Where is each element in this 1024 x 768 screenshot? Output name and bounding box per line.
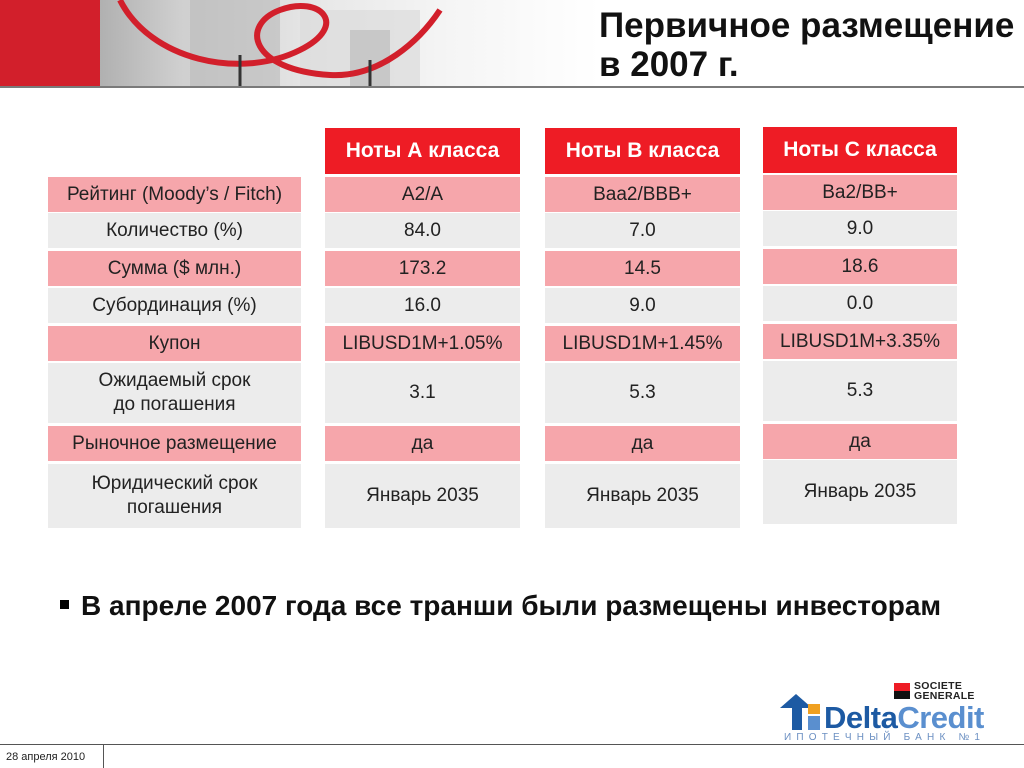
table-cell: Ba2/BB+ [763, 175, 957, 210]
societe-generale-logo: SOCIETE GENERALE [894, 681, 975, 701]
table-cell: 7.0 [545, 213, 740, 248]
page-title: Первичное размещение в 2007 г. [599, 6, 1015, 84]
header-photo-graphic [117, 0, 443, 86]
row-label: Рыночное размещение [48, 426, 301, 461]
table-cell: LIBUSD1M+3.35% [763, 324, 957, 359]
deltacredit-logo: DeltaCredit ИПОТЕЧНЫЙ БАНК №1 [778, 688, 1008, 744]
footer-date: 28 апреля 2010 [6, 751, 86, 763]
table-cell: 173.2 [325, 251, 520, 286]
row-label: Купон [48, 326, 301, 361]
table-cell: Январь 2035 [763, 460, 957, 524]
table-cell: 9.0 [545, 288, 740, 323]
table-cell: Январь 2035 [325, 464, 520, 528]
row-label: Субординация (%) [48, 288, 301, 323]
sg-square-icon [894, 683, 910, 699]
footer-divider [0, 744, 1024, 745]
table-cell: 0.0 [763, 286, 957, 321]
row-label: Юридический срок погашения [48, 464, 301, 528]
table-cell: 5.3 [763, 361, 957, 421]
header-red-block [0, 0, 100, 86]
table-cell: LIBUSD1M+1.05% [325, 326, 520, 361]
table-cell: да [545, 426, 740, 461]
table-cell: 14.5 [545, 251, 740, 286]
table-cell: 84.0 [325, 213, 520, 248]
footer-separator [103, 744, 104, 768]
column-header: Ноты В класса [545, 128, 740, 174]
row-label: Сумма ($ млн.) [48, 251, 301, 286]
table-cell: LIBUSD1M+1.45% [545, 326, 740, 361]
house-icon [780, 694, 820, 730]
table-cell: да [325, 426, 520, 461]
table-cell: A2/A [325, 177, 520, 212]
table-cell: 18.6 [763, 249, 957, 284]
row-label: Ожидаемый срок до погашения [48, 363, 301, 423]
table-cell: 16.0 [325, 288, 520, 323]
table-cell: 9.0 [763, 211, 957, 246]
header-photo [0, 0, 600, 86]
bullet-square-icon [60, 600, 69, 609]
table-cell: да [763, 424, 957, 459]
table-cell: Baa2/BBB+ [545, 177, 740, 212]
header-divider [0, 86, 1024, 88]
table-cell: 5.3 [545, 363, 740, 423]
table-cell: Январь 2035 [545, 464, 740, 528]
table-cell: 3.1 [325, 363, 520, 423]
row-label: Рейтинг (Moody’s / Fitch) [48, 177, 301, 212]
row-label: Количество (%) [48, 213, 301, 248]
column-header: Ноты С класса [763, 127, 957, 173]
bullet-text: В апреле 2007 года все транши были разме… [60, 586, 990, 626]
column-header: Ноты А класса [325, 128, 520, 174]
